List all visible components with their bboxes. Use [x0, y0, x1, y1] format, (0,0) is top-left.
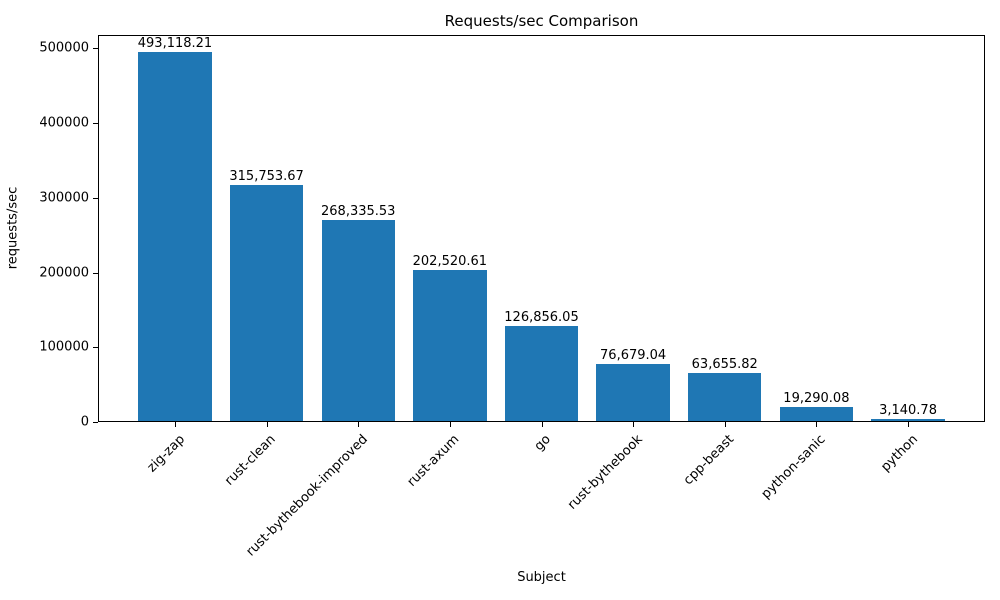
- bar-value-label: 493,118.21: [137, 36, 213, 52]
- x-tick-label: rust-bythebook: [565, 432, 646, 513]
- x-axis-label: Subject: [517, 570, 566, 585]
- y-tick-label: 500000: [39, 40, 89, 56]
- y-tick-label: 100000: [39, 339, 89, 355]
- x-tick-label: zig-zap: [144, 432, 188, 476]
- y-tick-mark: [93, 347, 98, 349]
- bar: [688, 373, 762, 421]
- x-tick-label: go: [532, 432, 555, 455]
- bar: [596, 363, 670, 421]
- bar-value-label: 63,655.82: [691, 357, 758, 373]
- x-tick-mark: [266, 422, 268, 427]
- bar: [138, 52, 212, 421]
- y-tick-label: 200000: [39, 265, 89, 280]
- x-tick-mark: [908, 422, 910, 427]
- bar-value-label: 126,856.05: [504, 310, 579, 326]
- bar-value-label: 76,679.04: [600, 347, 667, 363]
- bar-value-label: 268,335.53: [321, 204, 396, 220]
- x-tick-mark: [816, 422, 818, 427]
- y-tick-mark: [93, 123, 98, 125]
- bar-value-label: 202,520.61: [412, 253, 488, 269]
- x-tick-mark: [449, 422, 451, 427]
- y-tick-mark: [93, 422, 98, 423]
- bar-value-label: 19,290.08: [783, 390, 850, 406]
- y-tick-mark: [93, 272, 98, 274]
- x-tick-label: python-sanic: [759, 432, 829, 502]
- y-tick-label: 300000: [39, 190, 89, 206]
- y-tick-label: 400000: [39, 115, 89, 131]
- chart-title: Requests/sec Comparison: [444, 12, 639, 30]
- x-tick-label: python: [877, 432, 921, 475]
- bar: [413, 269, 487, 421]
- y-tick-mark: [93, 197, 98, 199]
- x-tick-mark: [633, 422, 635, 427]
- bar: [504, 326, 579, 421]
- x-tick-label: rust-axum: [404, 432, 463, 490]
- bar: [871, 418, 945, 421]
- x-tick-mark: [541, 422, 543, 427]
- bar: [229, 185, 304, 421]
- x-tick-mark: [358, 422, 360, 427]
- bar-value-label: 315,753.67: [229, 168, 304, 184]
- y-tick-label: 0: [80, 414, 89, 430]
- plot-area: [98, 35, 985, 422]
- x-tick-label: cpp-beast: [681, 432, 738, 489]
- bar: [779, 406, 854, 421]
- y-tick-mark: [93, 48, 98, 50]
- x-tick-mark: [174, 422, 176, 427]
- bar-value-label: 3,140.78: [879, 402, 937, 418]
- x-tick-mark: [724, 422, 726, 427]
- x-tick-label: rust-clean: [222, 432, 280, 489]
- bar: [321, 220, 395, 421]
